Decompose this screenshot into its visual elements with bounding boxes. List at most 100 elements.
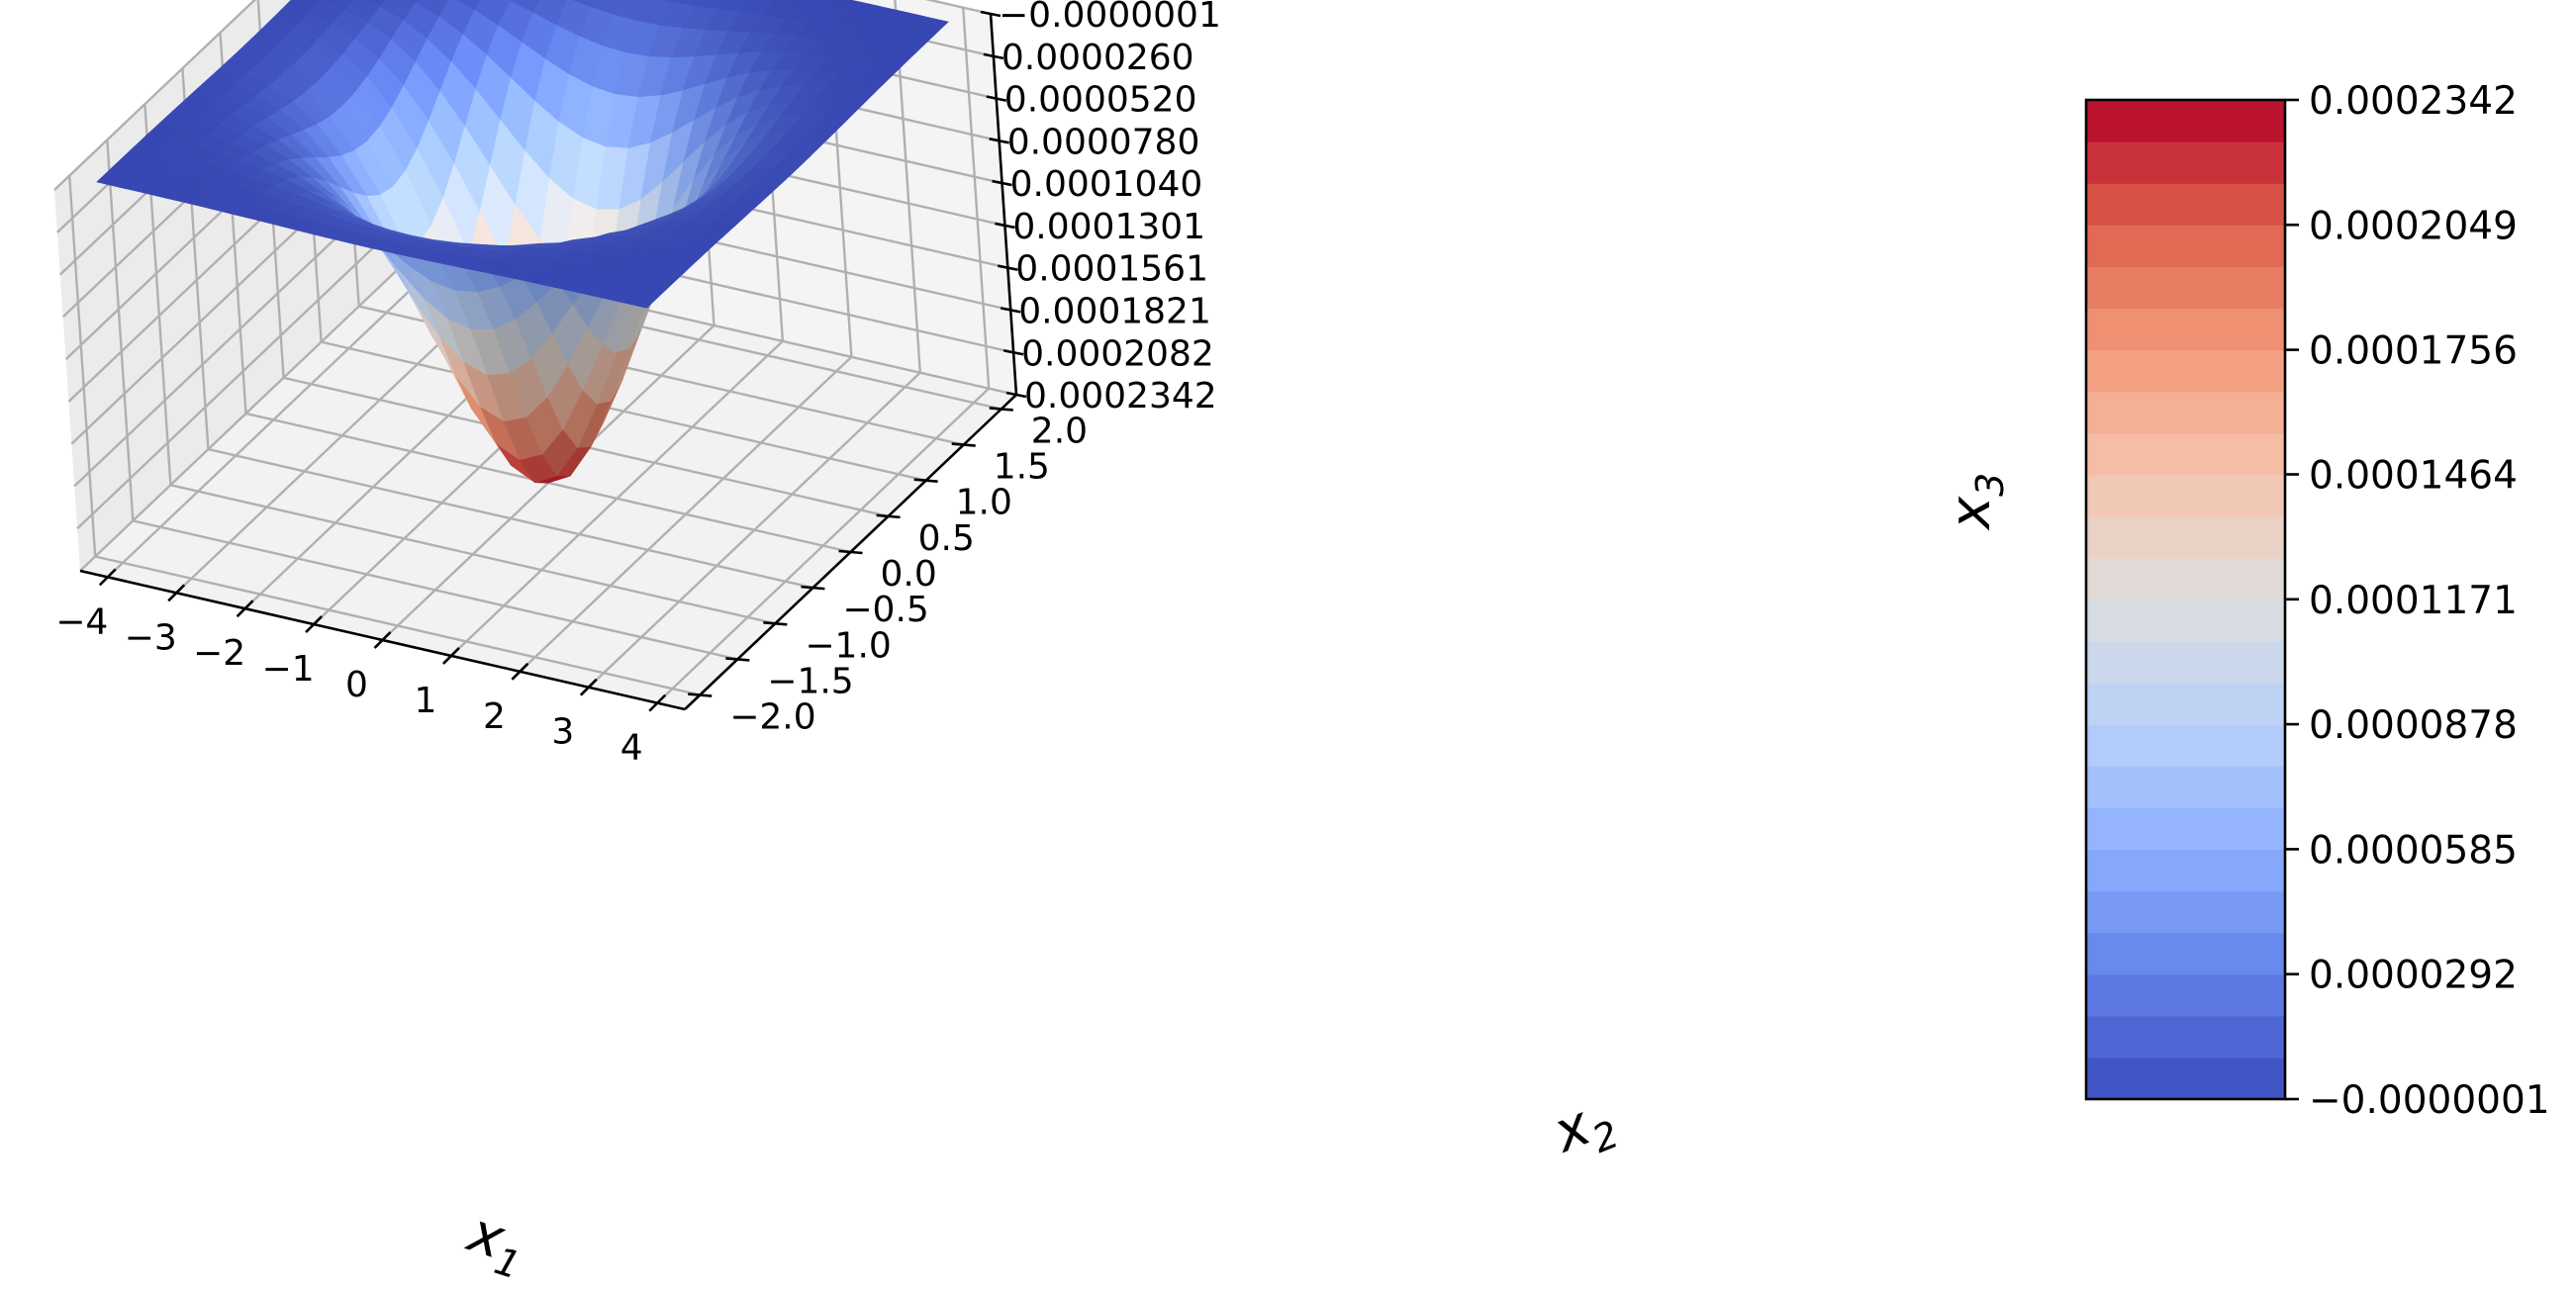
x3-tick-label: 0.0001821 xyxy=(1018,291,1211,331)
colorbar-tick-label: 0.0001464 xyxy=(2309,454,2518,499)
colorbar-band xyxy=(2086,724,2285,767)
x1-tick-mark xyxy=(98,568,117,587)
x1-tick-label: −1 xyxy=(262,649,315,690)
colorbar-band xyxy=(2086,1015,2285,1059)
colorbar-band xyxy=(2086,641,2285,684)
x1-tick-label: 4 xyxy=(620,728,643,769)
colorbar-band xyxy=(2086,807,2285,851)
surface-face xyxy=(622,290,660,309)
x2-tick-mark xyxy=(801,585,825,591)
colorbar-band xyxy=(2086,100,2285,142)
x2-tick-label: −2.0 xyxy=(729,697,815,738)
x3-tick-label: 0.0000520 xyxy=(1004,80,1197,121)
colorbar-band xyxy=(2086,973,2285,1017)
x3-tick-mark xyxy=(983,52,1004,60)
x2-tick-label: 1.5 xyxy=(994,447,1050,488)
colorbar-band xyxy=(2086,225,2285,267)
x3-tick-label: 0.0002082 xyxy=(1021,333,1214,374)
x2-tick-mark xyxy=(725,657,750,662)
x1-tick-label: −2 xyxy=(193,633,245,674)
x2-tick-label: 2.0 xyxy=(1031,412,1088,452)
x1-tick-mark xyxy=(236,600,254,618)
colorbar: −0.0000001 0.0000292 0.0000585 0.0000878 0.0… xyxy=(2084,79,2550,1123)
x2-tick-label: −1.5 xyxy=(767,661,853,701)
colorbar-band xyxy=(2086,141,2285,184)
x2-tick-mark xyxy=(688,692,713,697)
x3-tick-mark xyxy=(1002,349,1024,356)
x2-tick-mark xyxy=(951,442,976,447)
x2-axis-title: x2 xyxy=(1543,1084,1625,1174)
colorbar-tick-label: 0.0001756 xyxy=(2309,329,2518,374)
surface-mesh xyxy=(96,0,949,484)
x3-tick-mark xyxy=(1000,307,1021,314)
x2-tick-mark xyxy=(838,549,863,555)
x3-axis-title-subscript: 3 xyxy=(1968,473,2012,497)
x3-tick-mark xyxy=(998,264,1018,271)
colorbar-band xyxy=(2086,183,2285,226)
x2-tick-label: −0.5 xyxy=(842,590,928,630)
x1-tick-label: −4 xyxy=(55,601,108,642)
x3-axis: −0.00000010.00002600.00005200.00007800.0… xyxy=(980,0,1221,416)
x3-gridline xyxy=(53,0,992,191)
x1-tick-mark xyxy=(648,693,667,712)
colorbar-tick-label: −0.0000001 xyxy=(2309,1078,2550,1123)
x2-tick-mark xyxy=(763,620,788,626)
colorbar-band xyxy=(2086,766,2285,809)
x1-tick-mark xyxy=(373,631,392,649)
x1-tick-mark xyxy=(167,584,186,602)
x3-tick-mark xyxy=(989,138,1009,144)
colorbar-tick-label: 0.0000878 xyxy=(2309,703,2518,748)
colorbar-band xyxy=(2086,600,2285,642)
x3-tick-label: 0.0001040 xyxy=(1010,164,1203,205)
x1-tick-label: 1 xyxy=(414,681,436,721)
colorbar-band xyxy=(2086,932,2285,975)
x3-axis-title-base: x xyxy=(1939,496,2003,531)
x3-tick-label: 0.0001301 xyxy=(1012,207,1205,247)
colorbar-band xyxy=(2086,1057,2285,1100)
colorbar-band xyxy=(2086,308,2285,351)
x3-axis-line xyxy=(989,13,1018,396)
x3-tick-mark xyxy=(1005,391,1027,399)
x1-axis: −4 −3 −2 −1 0 1 2 3 4 xyxy=(55,568,667,769)
x3-tick-mark xyxy=(995,222,1015,230)
colorbar-tick-label: 0.0000292 xyxy=(2309,954,2518,998)
x1-tick-label: 3 xyxy=(551,712,574,753)
x2-tick-label: 0.5 xyxy=(918,518,975,559)
x3-axis-title: x3 xyxy=(1939,473,2012,531)
colorbar-band xyxy=(2086,474,2285,517)
x2-axis: −2.0−1.5−1.0−0.50.00.51.01.52.0 xyxy=(688,407,1088,738)
colorbar-tick-label: 0.0001171 xyxy=(2309,579,2518,623)
x2-tick-label: 1.0 xyxy=(956,483,1012,523)
x2-tick-label: −1.0 xyxy=(805,625,891,666)
x2-tick-label: 0.0 xyxy=(881,554,937,595)
x3-tick-label: 0.0001561 xyxy=(1015,249,1208,290)
x3-tick-mark xyxy=(986,95,1007,102)
colorbar-band xyxy=(2086,683,2285,725)
colorbar-tick-label: 0.0002342 xyxy=(2309,79,2518,124)
x3-tick-mark xyxy=(980,10,1002,18)
colorbar-band xyxy=(2086,349,2285,393)
colorbar-band xyxy=(2086,849,2285,892)
x3-tick-label: 0.0000260 xyxy=(1002,38,1194,78)
x2-tick-mark xyxy=(876,513,901,519)
colorbar-band xyxy=(2086,515,2285,559)
colorbar-band xyxy=(2086,557,2285,600)
x1-tick-label: −3 xyxy=(125,617,177,658)
x1-tick-label: 0 xyxy=(345,665,368,705)
x2-tick-mark xyxy=(913,478,938,484)
x3-tick-label: 0.0000780 xyxy=(1007,122,1200,162)
x3-tick-mark xyxy=(992,179,1012,187)
colorbar-tick-label: 0.0002049 xyxy=(2309,204,2518,248)
x1-tick-label: 2 xyxy=(483,696,506,737)
x3-tick-label: −0.0000001 xyxy=(999,0,1221,36)
x1-tick-mark xyxy=(305,615,323,634)
colorbar-band xyxy=(2086,391,2285,434)
x2-tick-mark xyxy=(989,407,1013,412)
x1-tick-mark xyxy=(511,662,529,681)
x1-tick-mark xyxy=(579,678,598,696)
x1-tick-mark xyxy=(442,646,460,665)
colorbar-tick-label: 0.0000585 xyxy=(2309,828,2518,873)
x3-tick-label: 0.0002342 xyxy=(1024,376,1217,416)
colorbar-band xyxy=(2086,432,2285,476)
